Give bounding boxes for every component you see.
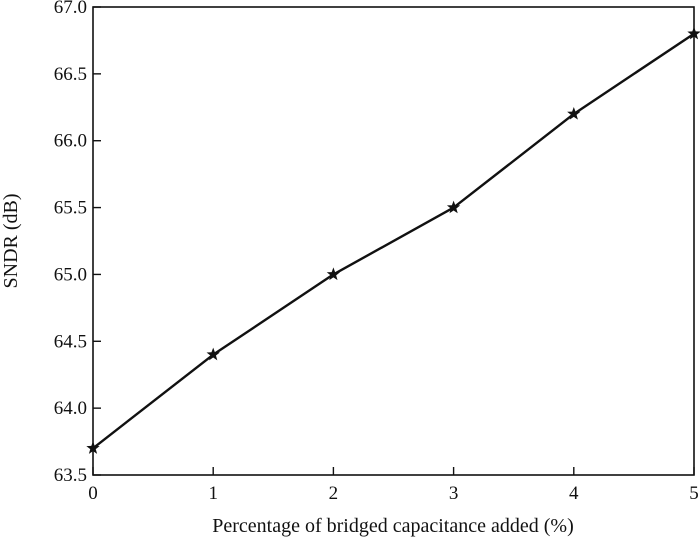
y-tick-label: 65.0 bbox=[54, 264, 87, 285]
x-tick-label: 1 bbox=[208, 483, 218, 504]
series-line bbox=[92, 32, 695, 450]
data-point-marker bbox=[567, 106, 581, 120]
axis-ticks: 0 1 2 3 4 5 63.5 64.0 64.5 65.0 65.5 66.0 66.5 67.0 bbox=[54, 0, 699, 504]
y-tick-label: 63.5 bbox=[54, 465, 87, 486]
series-layer bbox=[86, 26, 700, 454]
x-tick-label: 2 bbox=[329, 483, 339, 504]
y-tick-label: 67.0 bbox=[54, 0, 87, 18]
data-point-marker bbox=[206, 347, 220, 361]
data-point-marker bbox=[86, 441, 100, 454]
x-tick-label: 0 bbox=[88, 483, 98, 504]
y-tick-label: 66.5 bbox=[54, 64, 87, 85]
data-point-marker bbox=[326, 267, 341, 281]
x-tick-label: 3 bbox=[449, 483, 459, 504]
data-point-marker bbox=[446, 200, 461, 214]
y-axis-label: SNDR (dB) bbox=[0, 193, 22, 288]
plot-frame bbox=[92, 6, 695, 476]
y-tick-label: 64.5 bbox=[54, 331, 87, 352]
x-axis-label: Percentage of bridged capacitance added … bbox=[212, 515, 573, 537]
data-point-marker bbox=[687, 26, 700, 40]
y-tick-label: 66.0 bbox=[54, 131, 87, 152]
y-tick-label: 65.5 bbox=[54, 198, 87, 219]
x-tick-label: 4 bbox=[569, 483, 579, 504]
y-tick-label: 64.0 bbox=[54, 398, 87, 419]
x-tick-label: 5 bbox=[689, 483, 699, 504]
